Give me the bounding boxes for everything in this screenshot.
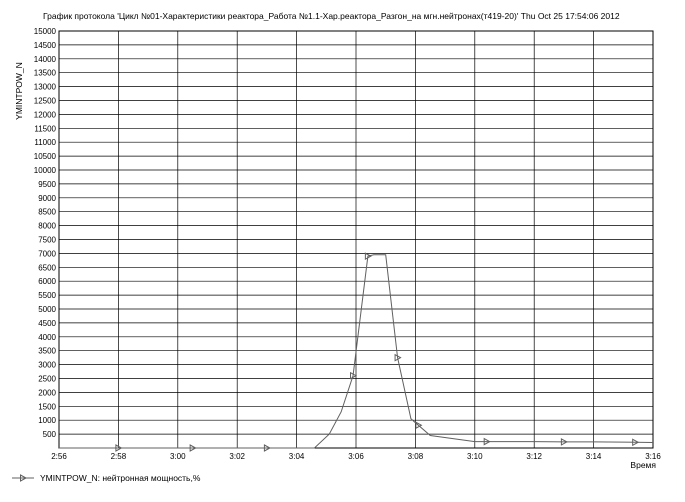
series-marker [483,437,491,446]
series-marker [189,444,197,452]
y-tick-label: 1500 [38,402,56,411]
x-tick-label: 3:16 [645,452,661,461]
y-tick-label: 14500 [34,41,57,50]
grid [58,30,654,448]
y-tick-label: 9000 [38,194,56,203]
series-marker [263,444,271,452]
series-marker [350,371,358,380]
legend-label: YMINTPOW_N: нейтронная мощность,% [40,473,201,483]
x-tick-label: 3:00 [170,452,186,461]
y-tick-label: 500 [43,430,57,439]
y-tick-label: 7500 [38,236,56,245]
y-tick-label: 10500 [34,152,57,161]
y-tick-label: 12000 [34,110,57,119]
y-tick-label: 11000 [34,138,56,147]
series-marker [364,252,372,261]
chart-title: График протокола 'Цикл №01-Характеристик… [43,11,620,21]
y-tick-label: 11500 [34,124,56,133]
x-tick-label: 3:08 [408,452,424,461]
series-marker [394,353,402,362]
y-tick-label: 4500 [38,319,56,328]
plot-frame [58,30,654,449]
y-tick-label: 5500 [38,291,56,300]
y-tick-label: 5000 [38,305,56,314]
x-tick-label: 2:56 [51,452,67,461]
y-tick-label: 8000 [38,222,56,231]
y-tick-label: 2500 [38,375,56,384]
y-tick-label: 10000 [34,166,57,175]
legend-swatch-marker [20,474,28,482]
y-tick-label: 8500 [38,208,56,217]
y-tick-label: 13000 [34,83,57,92]
y-tick-label: 7000 [38,249,56,258]
y-tick-label: 3500 [38,347,56,356]
series-marker [115,444,123,452]
y-tick-label: 1000 [38,416,56,425]
series-layer [59,252,654,452]
y-axis-label: YMINTPOW_N [14,62,24,120]
legend: YMINTPOW_N: нейтронная мощность,% [12,473,201,483]
y-tick-label: 2000 [38,388,56,397]
x-tick-label: 3:06 [348,452,364,461]
axes: 500 1000 1500 2000 2500 3000 3500 4000 4500 5000 5… [34,27,662,461]
series-marker [560,438,568,446]
series-marker [632,438,640,447]
x-tick-label: 3:12 [526,452,542,461]
y-tick-label: 3000 [38,361,56,370]
y-tick-label: 6000 [38,277,56,286]
y-tick-label: 4000 [38,333,56,342]
x-tick-label: 3:04 [289,452,305,461]
x-tick-label: 2:58 [111,452,127,461]
x-tick-label: 3:10 [467,452,483,461]
y-tick-label: 15000 [34,27,57,36]
x-axis-label: Время [630,460,656,470]
y-tick-label: 13500 [34,69,57,78]
y-tick-label: 9500 [38,180,56,189]
y-tick-label: 14000 [34,55,57,64]
series-line [59,254,654,449]
series-marker [415,421,423,430]
y-tick-label: 12500 [34,97,57,106]
x-tick-label: 3:02 [229,452,245,461]
y-tick-label: 6500 [38,263,56,272]
x-tick-label: 3:14 [586,452,602,461]
